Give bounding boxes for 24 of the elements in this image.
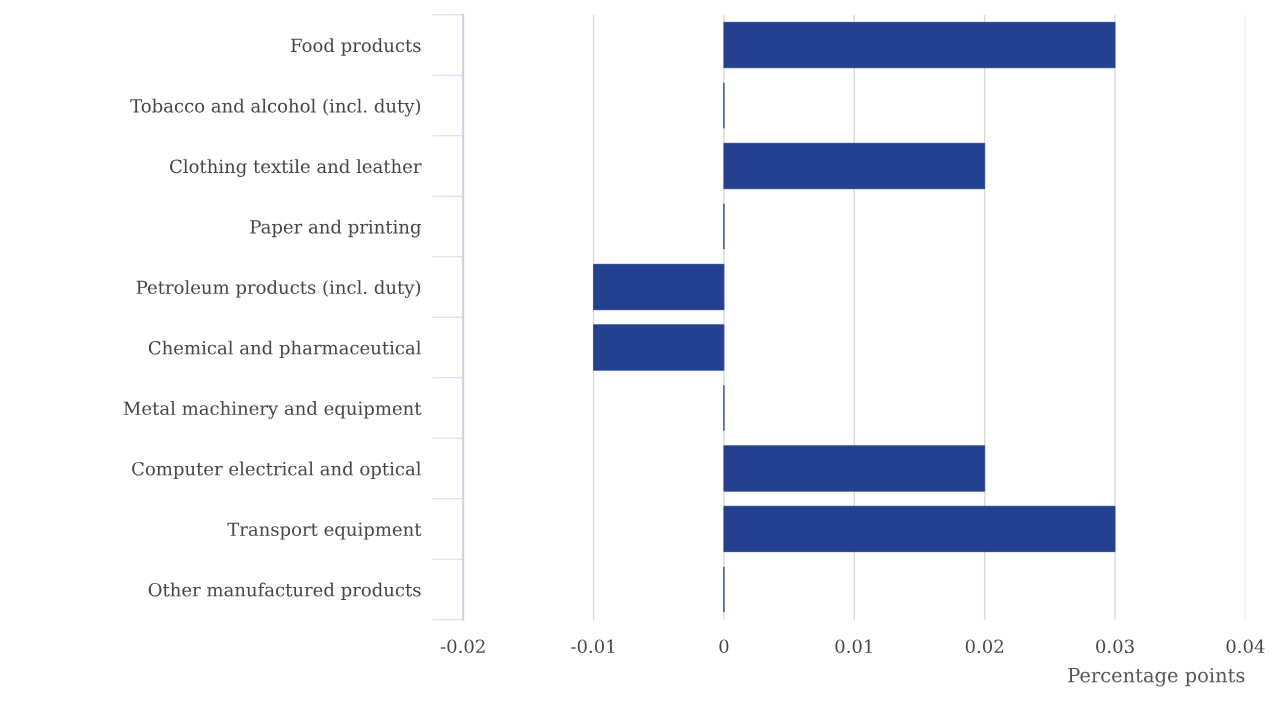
x-tick-label: 0.01 xyxy=(835,639,872,654)
bar xyxy=(723,445,986,492)
y-tick-label: Clothing textile and leather xyxy=(170,159,422,177)
y-tick-label: Chemical and pharmaceutical xyxy=(148,340,421,359)
y-tick-label: Tobacco and alcohol (incl. duty) xyxy=(130,98,421,117)
y-tick-label: Other manufactured products xyxy=(148,582,421,601)
y-tick-label: Metal machinery and equipment xyxy=(123,401,422,419)
bar xyxy=(593,324,725,371)
x-tick-label: -0.02 xyxy=(440,639,485,654)
x-tick-label: 0.03 xyxy=(1096,639,1134,654)
y-tick-label: Transport equipment xyxy=(227,522,422,540)
y-tick-label: Computer electrical and optical xyxy=(132,461,421,480)
x-tick-label: 0.04 xyxy=(1226,639,1265,654)
bar xyxy=(723,505,1116,553)
bar xyxy=(593,263,725,311)
y-tick-label: Paper and printing xyxy=(250,219,421,238)
bar xyxy=(723,21,1116,69)
y-tick-label: Petroleum products (incl. duty) xyxy=(136,280,421,298)
bar xyxy=(723,142,986,190)
x-tick-label: 0 xyxy=(719,639,729,654)
x-tick-label: -0.01 xyxy=(571,639,615,654)
x-tick-label: 0.02 xyxy=(965,639,1003,654)
y-tick-label: Food products xyxy=(291,38,421,56)
x-axis-title: Percentage points xyxy=(1068,667,1245,687)
